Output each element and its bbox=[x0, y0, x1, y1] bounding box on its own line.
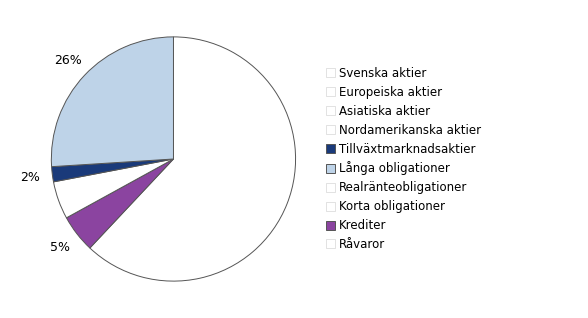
Text: 26%: 26% bbox=[55, 54, 82, 67]
Wedge shape bbox=[52, 159, 173, 182]
Wedge shape bbox=[54, 159, 173, 218]
Text: 2%: 2% bbox=[21, 170, 41, 183]
Wedge shape bbox=[66, 159, 173, 248]
Wedge shape bbox=[90, 37, 296, 281]
Text: 5%: 5% bbox=[49, 241, 69, 254]
Wedge shape bbox=[51, 37, 173, 167]
Legend: Svenska aktier, Europeiska aktier, Asiatiska aktier, Nordamerikanska aktier, Til: Svenska aktier, Europeiska aktier, Asiat… bbox=[326, 67, 481, 251]
